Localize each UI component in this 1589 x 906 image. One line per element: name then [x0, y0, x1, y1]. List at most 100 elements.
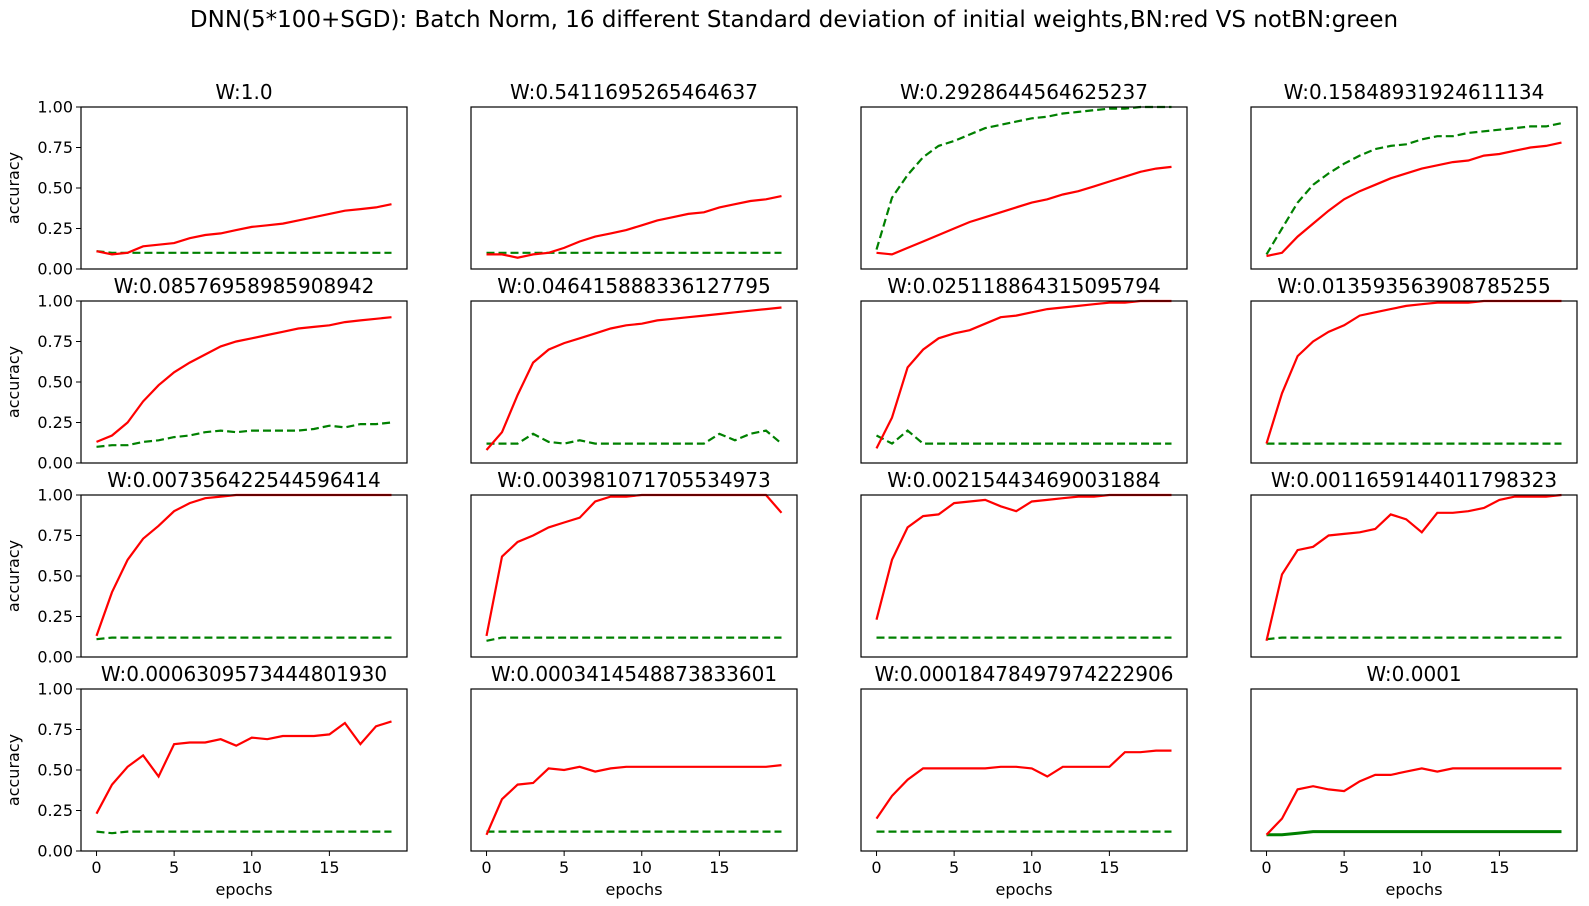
y-tick-label: 0.75 [37, 526, 73, 545]
series-line-bn [1265, 493, 1562, 642]
axes-frame [860, 494, 1188, 658]
x-tick-label: 0 [871, 858, 881, 877]
y-tick-label: 0.00 [37, 454, 73, 473]
figure-suptitle: DNN(5*100+SGD): Batch Norm, 16 different… [190, 7, 1398, 33]
x-tick-label: 10 [632, 858, 652, 877]
y-tick-label: 0.25 [37, 607, 73, 626]
axes-frame [1250, 688, 1578, 852]
axes-frame [80, 688, 408, 852]
series-line-bn [95, 720, 392, 815]
subplot-title: W:0.025118864315095794 [887, 274, 1160, 298]
series-line-notbn [96, 250, 392, 254]
series-line-notbn [486, 636, 782, 642]
axes-frame [470, 688, 798, 852]
series-line-bn [1265, 767, 1562, 836]
series-line-bn [485, 764, 782, 836]
series-line-bn [486, 195, 782, 259]
subplot-title: W:0.00018478497974222906 [875, 662, 1174, 686]
x-tick-label: 10 [1022, 858, 1042, 877]
axes-frame [470, 106, 798, 270]
subplot-title: W:0.0003414548873833601 [491, 662, 777, 686]
y-axis-label: accuracy [4, 540, 23, 612]
subplot-title: W:0.15848931924611134 [1284, 80, 1545, 104]
series-line-bn [875, 749, 1172, 820]
subplot-title: W:0.007356422544596414 [107, 468, 380, 492]
y-tick-label: 0.25 [37, 219, 73, 238]
y-tick-label: 0.50 [37, 179, 73, 198]
x-tick-label: 5 [949, 858, 959, 877]
x-tick-label: 0 [91, 858, 101, 877]
y-tick-label: 0.50 [37, 761, 73, 780]
y-tick-label: 0.25 [37, 413, 73, 432]
x-tick-label: 5 [169, 858, 179, 877]
y-axis-label: accuracy [4, 734, 23, 806]
series-line-bn [1266, 141, 1562, 258]
subplot-2: W:0.5411695265464637 [470, 80, 798, 270]
subplot-title: W:0.002154434690031884 [887, 468, 1160, 492]
series-line-bn [96, 316, 392, 443]
x-axis-label: epochs [215, 880, 272, 899]
series-line-notbn [486, 429, 783, 445]
subplot-8: W:0.013593563908785255 [1250, 274, 1578, 464]
x-axis-label: epochs [605, 880, 662, 899]
axes-frame [470, 494, 798, 658]
x-tick-label: 15 [1099, 858, 1119, 877]
series-line-bn [95, 493, 392, 637]
axes-frame [860, 106, 1188, 270]
axes-frame [80, 494, 408, 658]
series-line-notbn [96, 636, 392, 641]
y-tick-label: 1.00 [37, 486, 73, 505]
series-line-bn [96, 203, 392, 256]
series-line-bn [485, 493, 783, 637]
series-line-notbn [96, 421, 392, 448]
x-tick-label: 15 [319, 858, 339, 877]
y-tick-label: 0.00 [37, 648, 73, 667]
series-line-bn [875, 299, 1172, 449]
y-tick-label: 0.25 [37, 801, 73, 820]
subplot-title: W:0.003981071705534973 [497, 468, 770, 492]
x-tick-label: 5 [1339, 858, 1349, 877]
axes-frame [1250, 494, 1578, 658]
y-tick-label: 1.00 [37, 292, 73, 311]
y-axis-label: accuracy [4, 152, 23, 224]
subplot-13: W:0.0006309573444801930 0.00 0.25 0.50 0.75 1… [4, 662, 408, 899]
series-line-notbn [875, 105, 1172, 250]
x-axis-label: epochs [995, 880, 1052, 899]
subplot-title: W:0.0006309573444801930 [101, 662, 387, 686]
subplot-title: W:0.046415888336127795 [497, 274, 770, 298]
subplot-11: W:0.002154434690031884 [860, 468, 1188, 658]
subplot-15: W:0.00018478497974222906 0 5 10 15 epochs [860, 662, 1188, 899]
x-tick-label: 0 [481, 858, 491, 877]
y-tick-label: 0.50 [37, 567, 73, 586]
y-tick-label: 0.75 [37, 720, 73, 739]
series-line-notbn [875, 429, 1172, 445]
subplot-title: W:0.2928644564625237 [900, 80, 1148, 104]
axes-frame [470, 300, 798, 464]
subplot-7: W:0.025118864315095794 [860, 274, 1188, 464]
subplot-title: W:1.0 [215, 80, 272, 104]
x-axis-label: epochs [1385, 880, 1442, 899]
subplot-12: W:0.0011659144011798323 [1250, 468, 1578, 658]
subplot-6: W:0.046415888336127795 [470, 274, 798, 464]
subplot-16: W:0.0001 0 5 10 15 epochs [1250, 662, 1578, 899]
x-tick-label: 5 [559, 858, 569, 877]
x-tick-label: 10 [1412, 858, 1432, 877]
subplot-1: W:1.0 0.00 0.25 0.50 0.75 1.00 accuracy [4, 80, 408, 279]
subplot-4: W:0.15848931924611134 [1250, 80, 1578, 270]
series-line-notbn [1265, 122, 1562, 255]
x-tick-label: 15 [709, 858, 729, 877]
series-line-notbn [96, 830, 392, 835]
series-line-bn [875, 493, 1172, 620]
axes-frame [1250, 106, 1578, 270]
y-tick-label: 0.50 [37, 373, 73, 392]
panels-grid: W:1.0 0.00 0.25 0.50 0.75 1.00 accuracy W:0.541… [4, 80, 1578, 899]
series-line-bn [876, 165, 1172, 256]
axes-frame [860, 300, 1188, 464]
axes-frame [80, 300, 408, 464]
y-tick-label: 0.00 [37, 260, 73, 279]
subplot-title: W:0.5411695265464637 [510, 80, 758, 104]
subplot-title: W:0.08576958985908942 [114, 274, 375, 298]
series-line-notbn [1266, 636, 1562, 641]
x-tick-label: 0 [1261, 858, 1271, 877]
subplot-14: W:0.0003414548873833601 0 5 10 15 epochs [470, 662, 798, 899]
